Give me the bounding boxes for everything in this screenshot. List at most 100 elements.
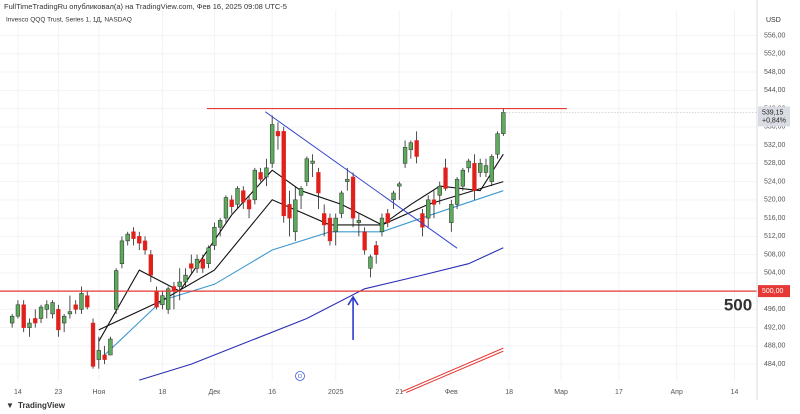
candle-body	[125, 233, 130, 242]
x-tick-label: Апр	[670, 389, 682, 396]
candle-body	[85, 295, 90, 308]
x-tick-label: Дек	[209, 389, 222, 396]
candle-body	[38, 306, 44, 319]
candle-body	[293, 199, 298, 233]
candle-body	[489, 156, 494, 182]
y-tick-label: 484,00	[764, 361, 786, 368]
y-tick-label: 492,00	[764, 324, 786, 331]
candle-body	[322, 213, 327, 226]
candle-body	[166, 288, 171, 310]
candle-body	[310, 160, 315, 164]
y-tick-label: 544,00	[764, 87, 786, 94]
candle-body	[298, 188, 304, 196]
chart-subtitle: Invesco QQQ Trust, Series 1, 1Д, NASDAQ	[6, 17, 132, 24]
price-label: 500,00	[762, 288, 784, 295]
moving-average	[98, 181, 504, 331]
candle-body	[79, 293, 84, 310]
x-tick-label: 2025	[328, 389, 344, 396]
last-price-label: 539,15	[762, 109, 784, 116]
candle-body	[114, 270, 119, 310]
trend-line	[264, 111, 458, 249]
x-tick-label: 18	[158, 389, 166, 396]
candle-body	[443, 167, 448, 189]
candle-body	[275, 131, 281, 137]
candle-body	[408, 142, 414, 150]
candle-body	[501, 112, 506, 134]
candle-body	[15, 304, 21, 317]
trend-line	[401, 347, 504, 392]
dividend-marker: D	[298, 374, 302, 380]
candle-body	[449, 204, 454, 223]
candle-body	[27, 322, 32, 328]
candle-body	[333, 217, 338, 233]
candle-body	[270, 124, 275, 164]
dividend-marker-circle	[295, 371, 305, 381]
change-label: +0,84%	[762, 117, 786, 124]
candle-body	[177, 281, 182, 287]
candle-body	[246, 199, 252, 210]
candle-body	[142, 240, 148, 251]
candle-body	[33, 318, 38, 324]
x-tick-label: Ноя	[92, 389, 105, 396]
candle-body	[350, 176, 356, 219]
candle-body	[431, 199, 437, 205]
candle-body	[460, 169, 466, 187]
logo-mark: ▼	[6, 401, 14, 410]
candle-body	[437, 185, 442, 196]
y-tick-label: 532,00	[764, 142, 786, 149]
currency: USD	[766, 17, 781, 24]
y-tick-label: 508,00	[764, 251, 786, 258]
candle-body	[241, 190, 246, 203]
candle-body	[148, 254, 153, 276]
candle-body	[495, 133, 500, 155]
candle-body	[212, 226, 217, 246]
candle-body	[171, 286, 177, 292]
x-tick-label: Фев	[445, 389, 458, 396]
candle-body	[102, 354, 107, 360]
candle-body	[154, 290, 159, 308]
y-tick-label: 516,00	[764, 215, 786, 222]
x-tick-label: 18	[505, 389, 513, 396]
candle-body	[96, 350, 101, 360]
candle-body	[339, 192, 344, 214]
candle-body	[414, 140, 419, 157]
candle-body	[287, 204, 292, 219]
candle-body	[223, 197, 229, 219]
x-tick-label: Мар	[554, 389, 568, 396]
candle-body	[189, 263, 194, 269]
candle-body	[56, 309, 61, 331]
candle-body	[258, 172, 263, 180]
last-price-box	[758, 106, 790, 127]
y-tick-label: 488,00	[764, 343, 786, 350]
candle-body	[108, 338, 113, 356]
candle-body	[61, 315, 67, 324]
candle-body	[235, 188, 240, 205]
candle-body	[483, 165, 489, 173]
y-tick-label: 524,00	[764, 178, 786, 185]
y-tick-label: 520,00	[764, 197, 786, 204]
candle-body	[137, 236, 142, 244]
y-tick-label: 536,00	[764, 124, 786, 131]
candle-body	[90, 322, 96, 367]
candle-body	[67, 311, 73, 315]
candle-body	[200, 258, 205, 269]
candle-body	[327, 217, 333, 242]
candle-body	[73, 304, 78, 310]
annotation: 500	[724, 295, 752, 314]
y-tick-label: 512,00	[764, 233, 786, 240]
candle-body	[160, 295, 165, 306]
x-tick-label: 21	[395, 389, 403, 396]
y-tick-label: 552,00	[764, 51, 786, 58]
y-tick-label: 496,00	[764, 306, 786, 313]
price-label-box	[758, 285, 790, 298]
candle-body	[478, 163, 483, 173]
candle-body	[21, 304, 26, 328]
candle-body	[397, 183, 402, 187]
candle-body	[420, 213, 425, 228]
candle-body	[9, 315, 15, 324]
trend-line-double	[405, 350, 504, 393]
x-tick-label: 23	[54, 389, 62, 396]
x-tick-label: 16	[268, 389, 276, 396]
